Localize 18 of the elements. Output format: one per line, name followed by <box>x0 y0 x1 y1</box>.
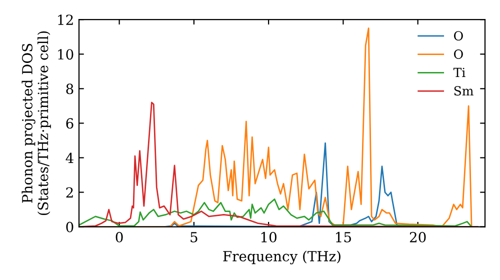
x-tick-label: 15 <box>336 232 351 242</box>
x-tick-label: 10 <box>261 232 276 242</box>
y-axis-title: Phonon projected DOS (States/THz·primitive cell) <box>22 31 51 216</box>
legend-label: Sm <box>454 86 474 96</box>
y-tick-label: 0 <box>66 222 74 232</box>
x-tick-label: 20 <box>410 232 426 242</box>
legend-label: Ti <box>453 68 466 78</box>
y-tick-label: 4 <box>66 152 74 164</box>
y-tick-label: 6 <box>66 118 74 129</box>
x-tick-label: 0 <box>116 232 123 242</box>
legend-label: O <box>454 49 463 59</box>
y-tick-label: 2 <box>66 187 73 198</box>
y-tick-label: 10 <box>58 49 74 60</box>
x-axis-title: Frequency (THz) <box>223 250 340 264</box>
legend-label: O <box>454 31 463 41</box>
y-tick-label: 12 <box>58 14 73 25</box>
y-tick-label: 8 <box>66 84 74 94</box>
x-tick-label: 5 <box>190 232 198 242</box>
